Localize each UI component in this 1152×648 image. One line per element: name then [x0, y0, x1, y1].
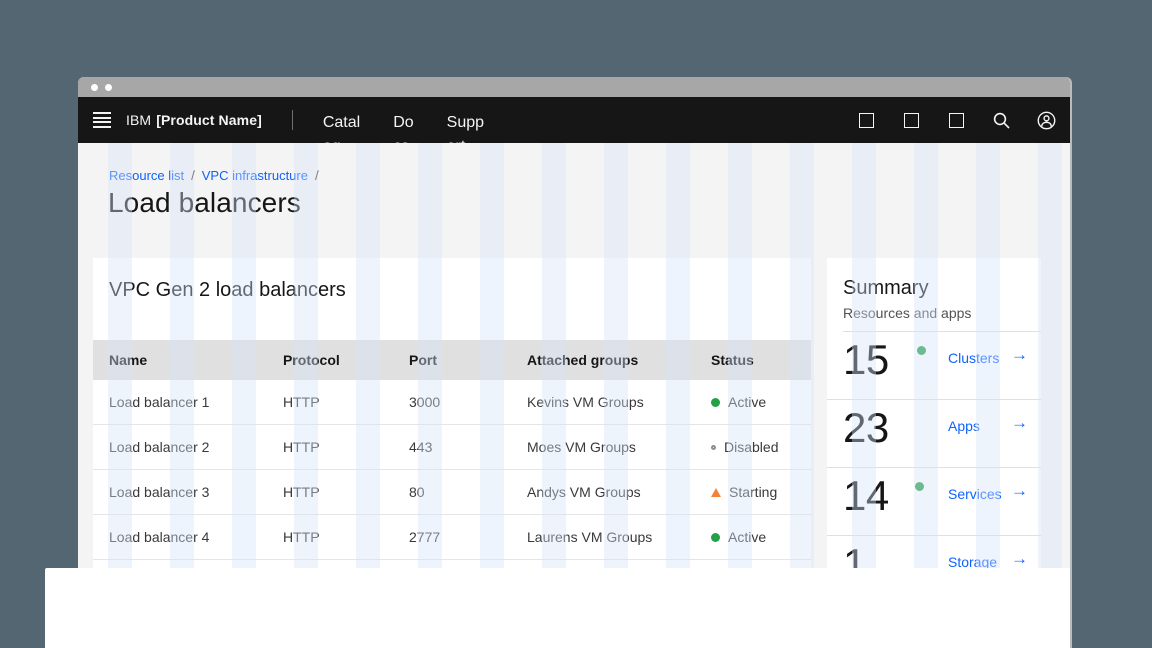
summary-item-apps: 23 Apps → — [827, 400, 1041, 468]
breadcrumb-separator: / — [314, 168, 319, 183]
breadcrumb-link-vpc-infrastructure[interactable]: VPC infrastructure — [201, 168, 308, 183]
column-header-protocol: Protocol — [283, 352, 340, 368]
breadcrumb: Resource list / VPC infrastructure / — [109, 168, 319, 183]
status-label: Starting — [729, 484, 778, 500]
arrow-right-icon[interactable]: → — [1011, 413, 1028, 432]
brand: IBM [Product Name] — [126, 97, 262, 143]
nav-item-label-clipped: og — [323, 135, 360, 143]
nav-item-catalog[interactable]: Catal og — [323, 97, 360, 143]
nav-item-docs[interactable]: Do cs — [393, 97, 413, 143]
status-active-icon — [711, 532, 720, 542]
summary-item-storage: 1 Storage → — [827, 536, 1041, 571]
cell-port: 443 — [409, 439, 433, 455]
summary-count: 23 — [843, 404, 889, 451]
cell-status: Active — [711, 529, 811, 545]
column-header-status: Status — [711, 352, 754, 368]
summary-item-services: 14 Services → — [827, 468, 1041, 536]
status-label: Active — [728, 394, 767, 410]
cell-status: Starting — [711, 484, 811, 500]
table-row[interactable]: Load balancer 2 HTTP 443 Moes VM Groups … — [93, 425, 811, 470]
summary-link-clusters[interactable]: Clusters — [948, 350, 1000, 366]
app-header: IBM [Product Name] Catal og Do cs Supp o… — [78, 97, 1070, 143]
cell-status: Active — [711, 394, 811, 410]
hamburger-menu-icon[interactable] — [78, 97, 126, 143]
status-starting-icon — [711, 487, 721, 497]
summary-link-services[interactable]: Services — [948, 486, 1002, 502]
summary-count: 14 — [843, 472, 889, 519]
status-dot-icon — [917, 346, 926, 355]
window-control-dot — [105, 83, 112, 91]
table-row[interactable]: Load balancer 3 HTTP 80 Andys VM Groups … — [93, 470, 811, 515]
nav-item-support[interactable]: Supp ort — [447, 97, 484, 143]
cell-name: Load balancer 1 — [109, 394, 210, 410]
cell-attached-groups: Kevins VM Groups — [527, 394, 644, 410]
cell-port: 80 — [409, 484, 425, 500]
cell-attached-groups: Moes VM Groups — [527, 439, 636, 455]
column-header-attached-groups: Attached groups — [527, 352, 639, 368]
summary-count: 1 — [843, 540, 866, 571]
header-actions — [854, 97, 1070, 143]
summary-item-clusters: 15 Clusters → — [827, 332, 1041, 400]
window-control-dot — [91, 83, 98, 91]
status-disabled-icon — [711, 444, 716, 450]
cell-protocol: HTTP — [283, 484, 320, 500]
brand-prefix: IBM — [126, 112, 152, 128]
table-header-row: Name Protocol Port Attached groups Statu… — [93, 340, 811, 380]
summary-link-apps[interactable]: Apps — [948, 418, 980, 434]
browser-window: IBM [Product Name] Catal og Do cs Supp o… — [78, 77, 1072, 648]
cell-protocol: HTTP — [283, 529, 320, 545]
nav-item-label-clipped: ort — [447, 135, 484, 143]
cell-name: Load balancer 3 — [109, 484, 210, 500]
cell-status: Disabled — [711, 439, 811, 455]
summary-title: Summary — [843, 277, 929, 299]
table-row[interactable]: Load balancer 4 HTTP 2777 Laurens VM Gro… — [93, 515, 811, 560]
page-title: Load balancers — [108, 187, 301, 218]
breadcrumb-separator: / — [191, 168, 195, 183]
summary-card: Summary Resources and apps 15 Clusters →… — [827, 258, 1041, 570]
arrow-right-icon[interactable]: → — [1011, 549, 1028, 568]
cell-protocol: HTTP — [283, 439, 320, 455]
cell-protocol: HTTP — [283, 394, 320, 410]
breadcrumb-link-resource-list[interactable]: Resource list — [109, 168, 185, 183]
header-divider — [291, 110, 293, 130]
brand-product-name: [Product Name] — [156, 112, 262, 128]
load-balancers-card: VPC Gen 2 load balancers Name Protocol P… — [93, 258, 811, 570]
status-dot-icon — [915, 482, 924, 491]
cell-name: Load balancer 2 — [109, 439, 210, 455]
user-avatar-icon[interactable] — [1034, 108, 1058, 132]
header-action-square-icon[interactable] — [899, 108, 923, 132]
summary-count: 15 — [843, 336, 889, 383]
status-label: Active — [728, 529, 767, 545]
nav-item-label: Catal — [322, 114, 361, 131]
cell-name: Load balancer 4 — [109, 529, 210, 545]
window-chrome — [78, 77, 1070, 97]
divider — [843, 331, 1041, 332]
table-card-title: VPC Gen 2 load balancers — [109, 279, 346, 301]
status-label: Disabled — [724, 439, 779, 455]
header-action-square-icon[interactable] — [854, 108, 878, 132]
header-nav: Catal og Do cs Supp ort — [323, 97, 484, 143]
cell-attached-groups: Andys VM Groups — [527, 484, 641, 500]
column-header-port: Port — [409, 352, 437, 368]
cell-port: 2777 — [409, 529, 441, 545]
summary-subtitle: Resources and apps — [843, 305, 972, 321]
foreground-white-panel — [45, 568, 1070, 648]
arrow-right-icon[interactable]: → — [1011, 345, 1028, 364]
cell-port: 3000 — [409, 394, 441, 410]
nav-item-label: Supp — [446, 114, 485, 131]
status-active-icon — [711, 397, 720, 407]
table-row[interactable]: Load balancer 1 HTTP 3000 Kevins VM Grou… — [93, 380, 811, 425]
nav-item-label-clipped: cs — [393, 135, 413, 143]
nav-item-label: Do — [393, 114, 414, 131]
arrow-right-icon[interactable]: → — [1011, 481, 1028, 500]
summary-link-storage[interactable]: Storage — [948, 554, 998, 570]
column-header-name: Name — [109, 352, 148, 368]
cell-attached-groups: Laurens VM Groups — [527, 529, 653, 545]
header-action-square-icon[interactable] — [944, 108, 968, 132]
search-icon[interactable] — [989, 108, 1013, 132]
